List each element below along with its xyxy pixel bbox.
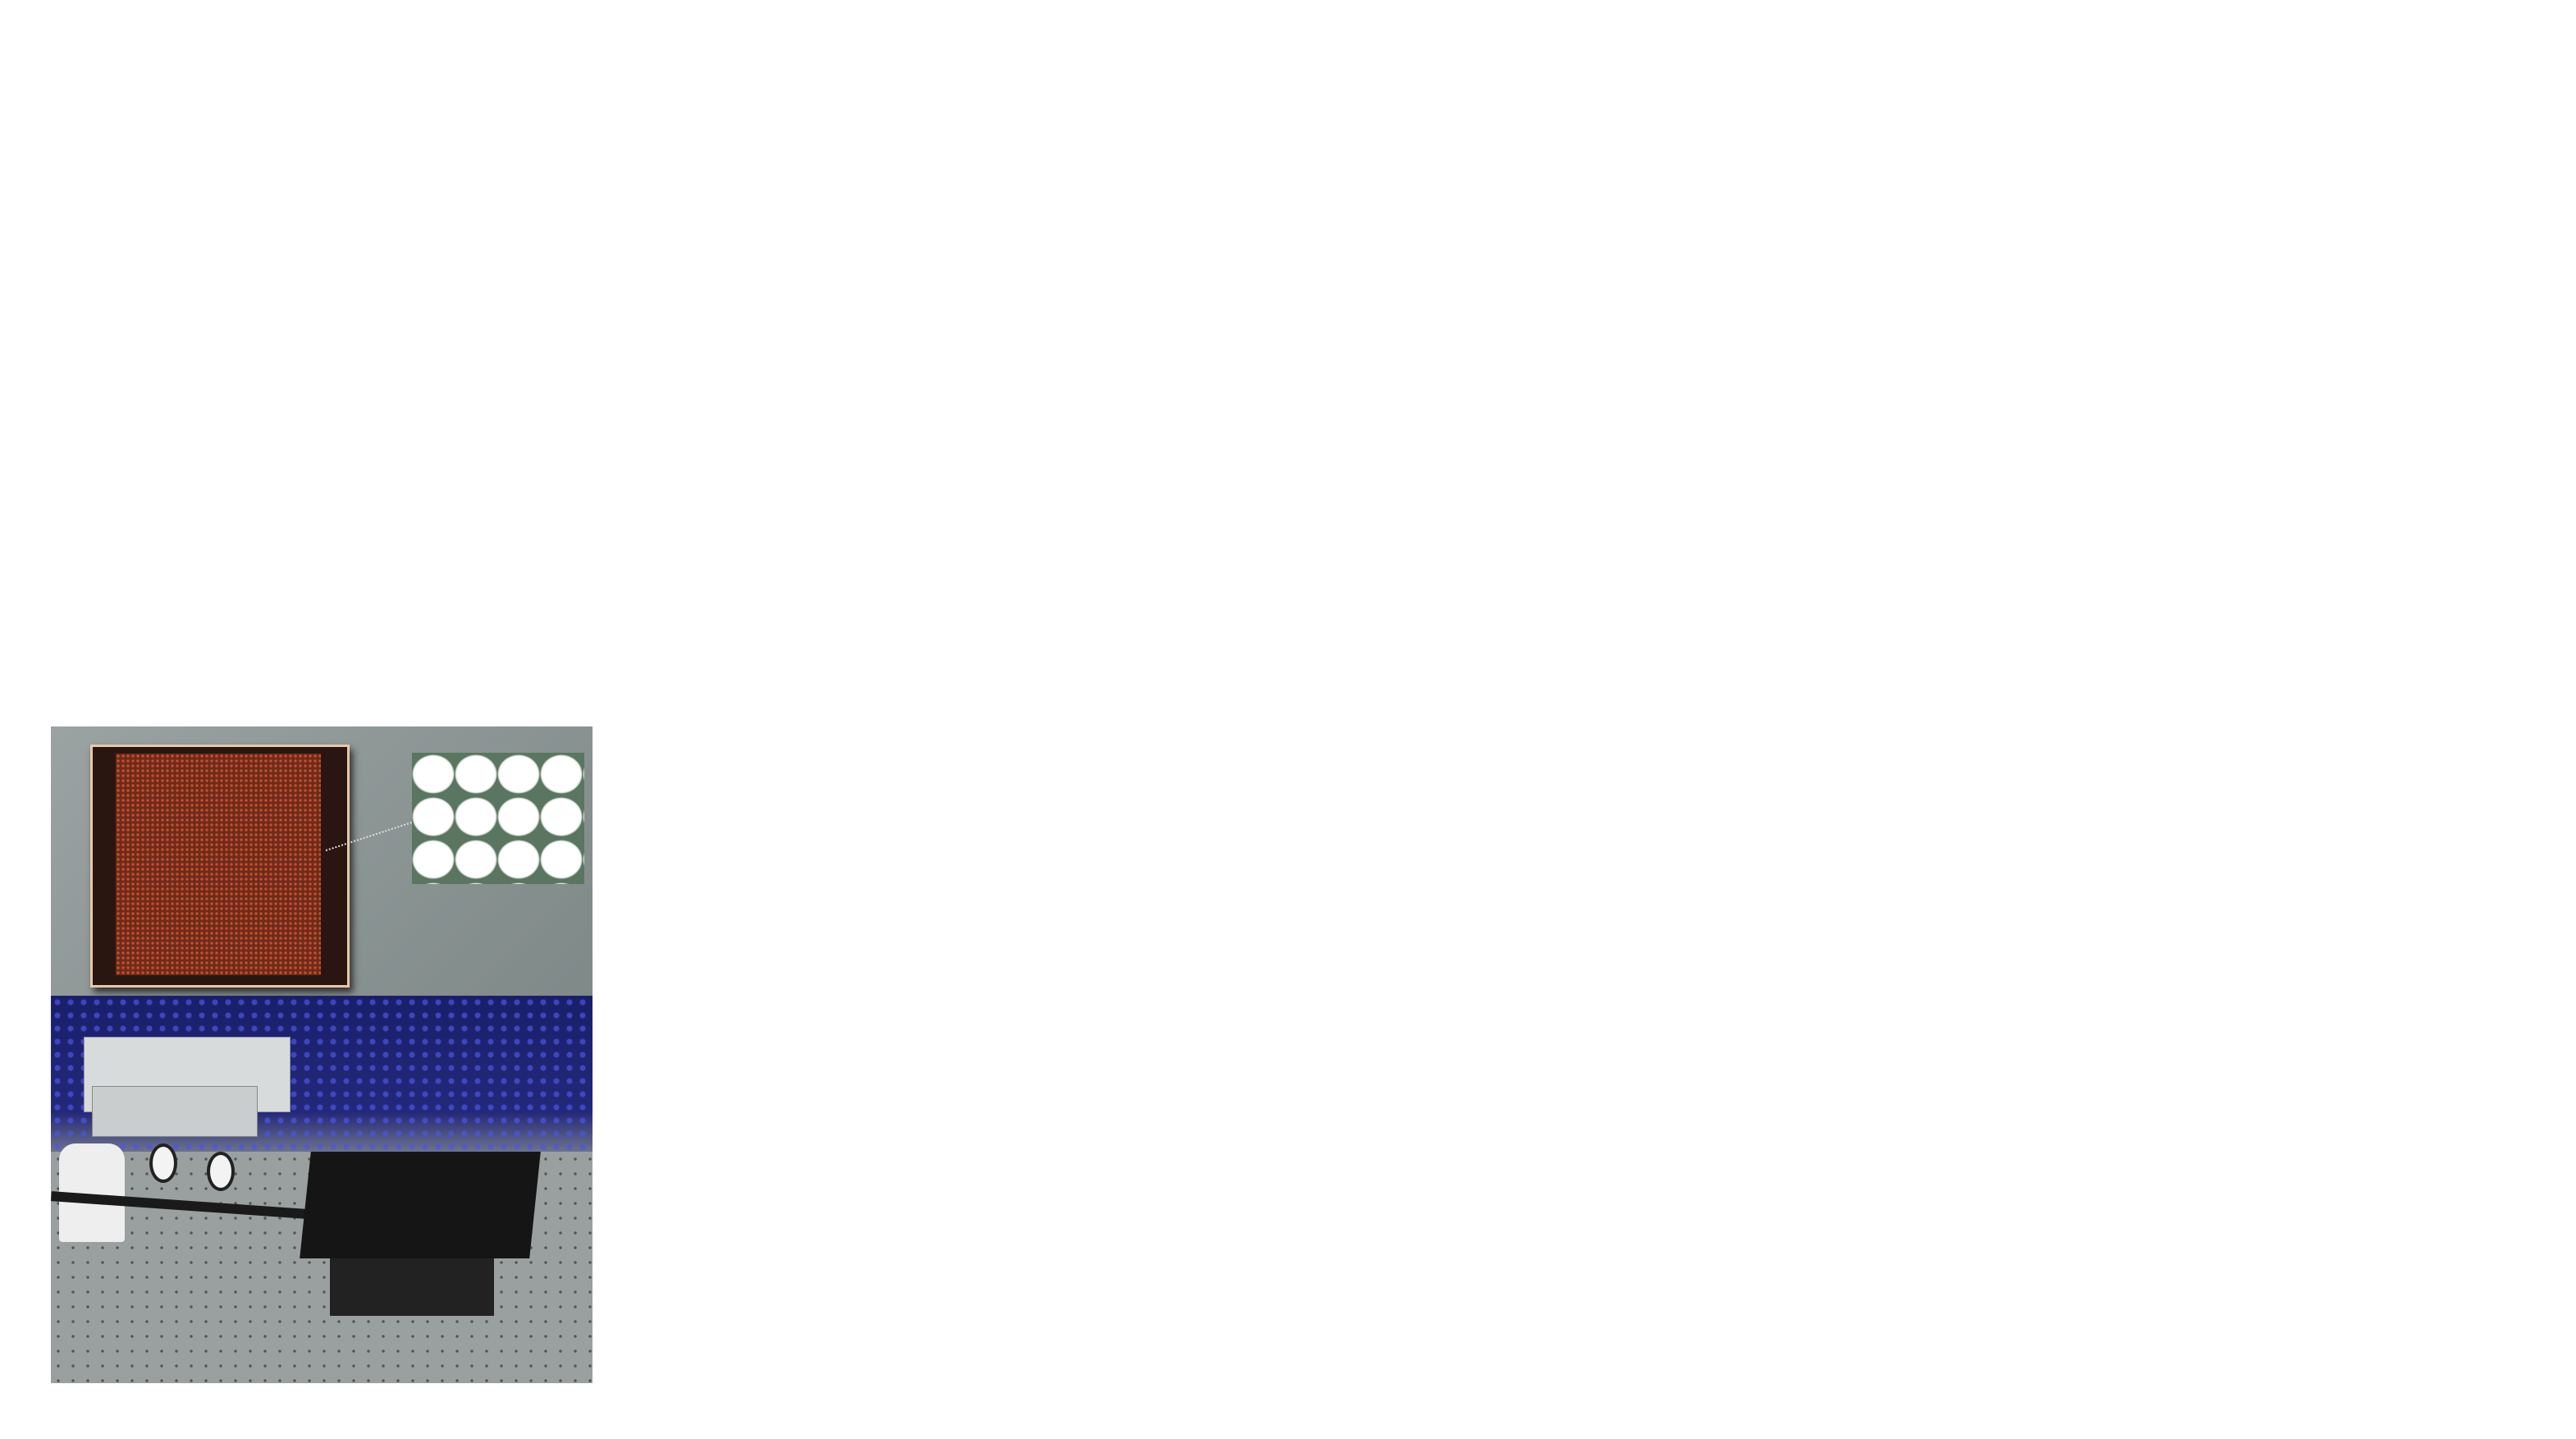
- chart-b: [862, 0, 1723, 657]
- panel-e: [1526, 698, 2576, 1439]
- vna-stage: [330, 1258, 494, 1316]
- vna-extender-device: [300, 1152, 541, 1258]
- lens-1: [149, 1143, 177, 1183]
- panel-d: [599, 714, 1420, 1439]
- setup-photo: [51, 996, 593, 1383]
- panel-a: [0, 0, 862, 657]
- sample-photo: [51, 726, 593, 996]
- chart-e: [1526, 698, 2576, 1439]
- chart-c: [1723, 0, 2576, 657]
- experimental-setup-photo: [51, 726, 593, 1383]
- panel-b: [862, 0, 1723, 657]
- unit-cell-zoom-inset: [412, 753, 584, 884]
- lens-2: [207, 1152, 235, 1191]
- chart-d: [599, 714, 1420, 1439]
- voltage-source-box: [92, 1086, 258, 1137]
- metasurface-sample: [90, 745, 350, 988]
- panel-c: [1723, 0, 2576, 657]
- chart-a: [0, 0, 862, 657]
